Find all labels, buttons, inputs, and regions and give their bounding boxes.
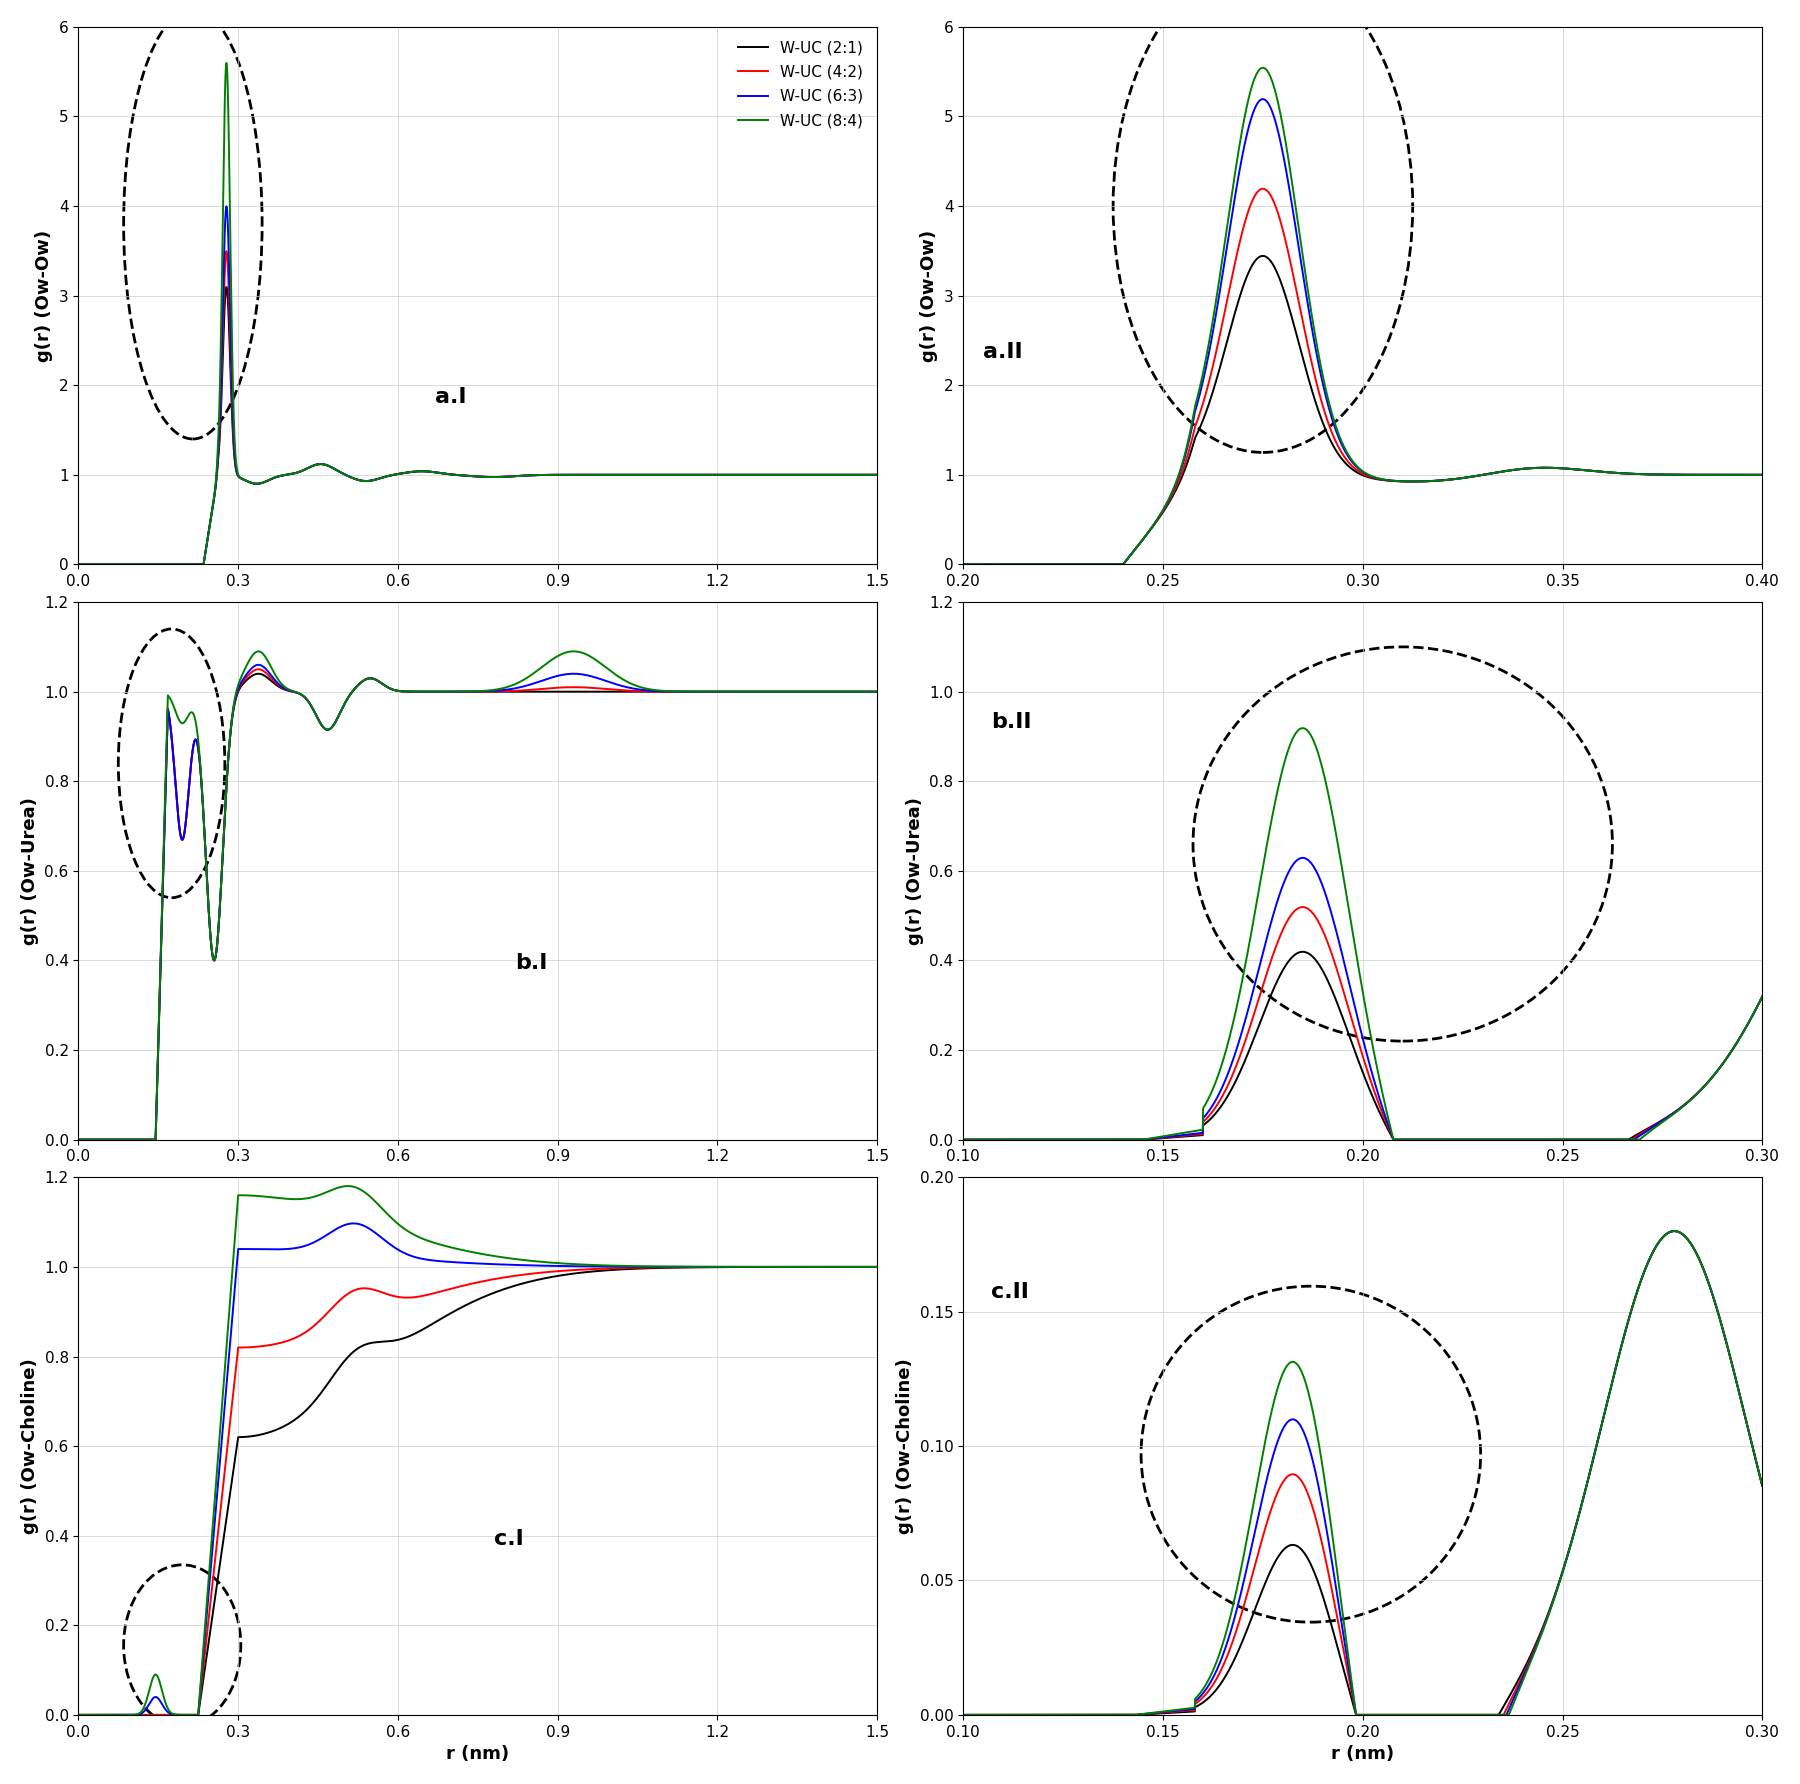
W-UC (8:4) xyxy=(842,464,864,485)
Text: b.II: b.II xyxy=(992,712,1031,731)
W-UC (4:2) xyxy=(410,460,432,482)
W-UC (4:2) xyxy=(68,553,90,574)
W-UC (2:1) xyxy=(648,464,670,485)
Text: c.I: c.I xyxy=(493,1529,524,1549)
W-UC (6:3) xyxy=(803,464,824,485)
W-UC (2:1) xyxy=(448,464,470,485)
Y-axis label: g(r) (Ow-Ow): g(r) (Ow-Ow) xyxy=(920,230,938,362)
W-UC (2:1) xyxy=(842,464,864,485)
W-UC (6:3) xyxy=(68,553,90,574)
W-UC (4:2) xyxy=(216,241,238,262)
Line: W-UC (6:3): W-UC (6:3) xyxy=(79,207,877,564)
W-UC (8:4) xyxy=(403,460,425,482)
Y-axis label: g(r) (Ow-Choline): g(r) (Ow-Choline) xyxy=(896,1358,914,1534)
W-UC (2:1) xyxy=(866,464,887,485)
Text: a.I: a.I xyxy=(436,387,466,407)
Y-axis label: g(r) (Ow-Choline): g(r) (Ow-Choline) xyxy=(22,1358,40,1534)
Line: W-UC (2:1): W-UC (2:1) xyxy=(79,287,877,564)
W-UC (2:1) xyxy=(410,460,432,482)
W-UC (8:4) xyxy=(216,52,238,73)
W-UC (8:4) xyxy=(803,464,824,485)
Line: W-UC (8:4): W-UC (8:4) xyxy=(79,62,877,564)
Line: W-UC (4:2): W-UC (4:2) xyxy=(79,252,877,564)
W-UC (6:3) xyxy=(448,464,470,485)
W-UC (6:3) xyxy=(403,460,425,482)
W-UC (6:3) xyxy=(216,196,238,218)
W-UC (2:1) xyxy=(216,277,238,298)
W-UC (4:2) xyxy=(648,464,670,485)
W-UC (6:3) xyxy=(648,464,670,485)
W-UC (4:2) xyxy=(448,464,470,485)
W-UC (6:3) xyxy=(842,464,864,485)
Y-axis label: g(r) (Ow-Ow): g(r) (Ow-Ow) xyxy=(36,230,54,362)
Legend: W-UC (2:1), W-UC (4:2), W-UC (6:3), W-UC (8:4): W-UC (2:1), W-UC (4:2), W-UC (6:3), W-UC… xyxy=(731,34,869,134)
Text: b.I: b.I xyxy=(515,953,547,974)
W-UC (4:2) xyxy=(803,464,824,485)
W-UC (4:2) xyxy=(842,464,864,485)
Y-axis label: g(r) (Ow-Urea): g(r) (Ow-Urea) xyxy=(22,797,40,946)
W-UC (2:1) xyxy=(68,553,90,574)
Text: c.II: c.II xyxy=(992,1283,1030,1302)
Y-axis label: g(r) (Ow-Urea): g(r) (Ow-Urea) xyxy=(905,797,923,946)
W-UC (8:4) xyxy=(410,460,432,482)
W-UC (4:2) xyxy=(403,460,425,482)
W-UC (2:1) xyxy=(803,464,824,485)
X-axis label: r (nm): r (nm) xyxy=(1332,1745,1395,1763)
W-UC (6:3) xyxy=(866,464,887,485)
W-UC (2:1) xyxy=(403,460,425,482)
W-UC (8:4) xyxy=(448,464,470,485)
W-UC (8:4) xyxy=(648,464,670,485)
X-axis label: r (nm): r (nm) xyxy=(446,1745,509,1763)
W-UC (8:4) xyxy=(866,464,887,485)
W-UC (6:3) xyxy=(410,460,432,482)
W-UC (4:2) xyxy=(866,464,887,485)
Text: a.II: a.II xyxy=(983,343,1022,362)
W-UC (8:4) xyxy=(68,553,90,574)
